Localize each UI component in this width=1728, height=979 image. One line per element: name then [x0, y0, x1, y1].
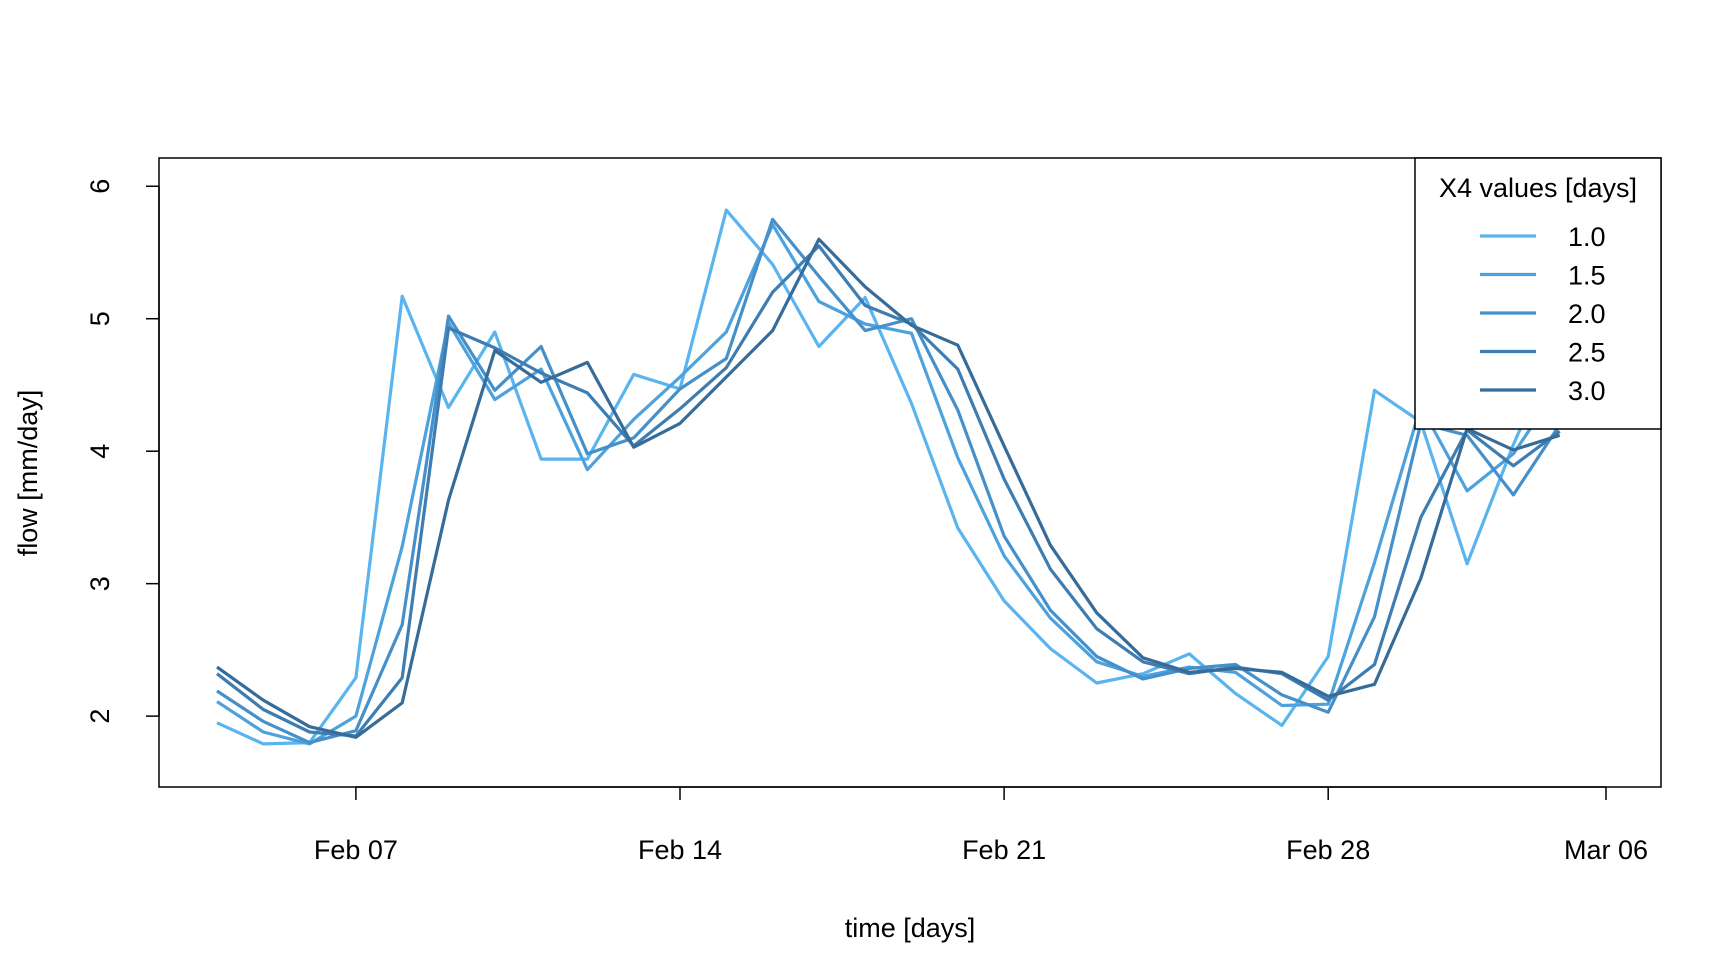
- legend-items: 1.0 1.5 2.0 2.5 3.0: [1480, 222, 1606, 406]
- x-tick-label: Mar 06: [1564, 835, 1648, 865]
- y-tick-label: 6: [85, 179, 115, 194]
- series-line-3: [216, 217, 1562, 745]
- legend-label-2: 1.5: [1568, 261, 1606, 291]
- y-tick-label: 4: [85, 444, 115, 459]
- series-lines: [216, 208, 1562, 746]
- legend-label-3: 2.0: [1568, 299, 1606, 329]
- series-line-5: [216, 237, 1561, 739]
- x-axis: Feb 07 Feb 14 Feb 21 Feb 28 Mar 06: [314, 786, 1648, 865]
- y-axis-label: flow [mm/day]: [13, 390, 43, 557]
- y-tick-label: 3: [85, 576, 115, 591]
- x-tick-label: Feb 07: [314, 835, 398, 865]
- x-tick-label: Feb 14: [638, 835, 722, 865]
- x-tick-label: Feb 21: [962, 835, 1046, 865]
- legend-label-4: 2.5: [1568, 338, 1606, 368]
- y-tick-label: 5: [85, 311, 115, 326]
- legend-label-5: 3.0: [1568, 376, 1606, 406]
- y-tick-label: 2: [85, 709, 115, 724]
- y-axis: 2 3 4 5 6: [85, 179, 160, 724]
- legend-label-1: 1.0: [1568, 222, 1606, 252]
- x-axis-label: time [days]: [845, 913, 976, 943]
- x-tick-label: Feb 28: [1286, 835, 1370, 865]
- series-line-1: [216, 208, 1562, 746]
- legend: X4 values [days] 1.0 1.5 2.0 2.5 3.0: [1414, 157, 1662, 430]
- legend-title: X4 values [days]: [1439, 173, 1637, 203]
- legend-box: [1414, 157, 1662, 430]
